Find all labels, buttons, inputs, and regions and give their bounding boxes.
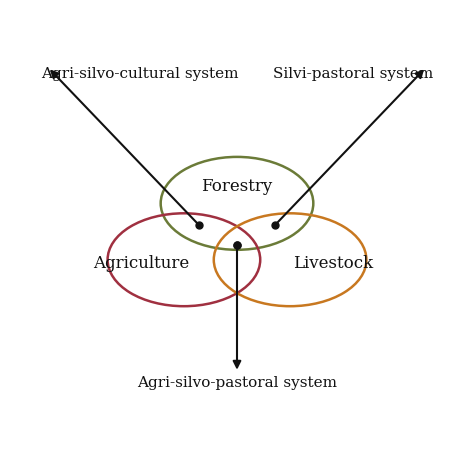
Text: Silvi-pastoral system: Silvi-pastoral system [273,66,433,81]
Text: Agriculture: Agriculture [92,255,189,272]
Text: Agri-silvo-cultural system: Agri-silvo-cultural system [41,66,239,81]
Text: Agri-silvo-pastoral system: Agri-silvo-pastoral system [137,375,337,390]
Text: Livestock: Livestock [293,255,374,272]
Text: Forestry: Forestry [201,178,273,195]
